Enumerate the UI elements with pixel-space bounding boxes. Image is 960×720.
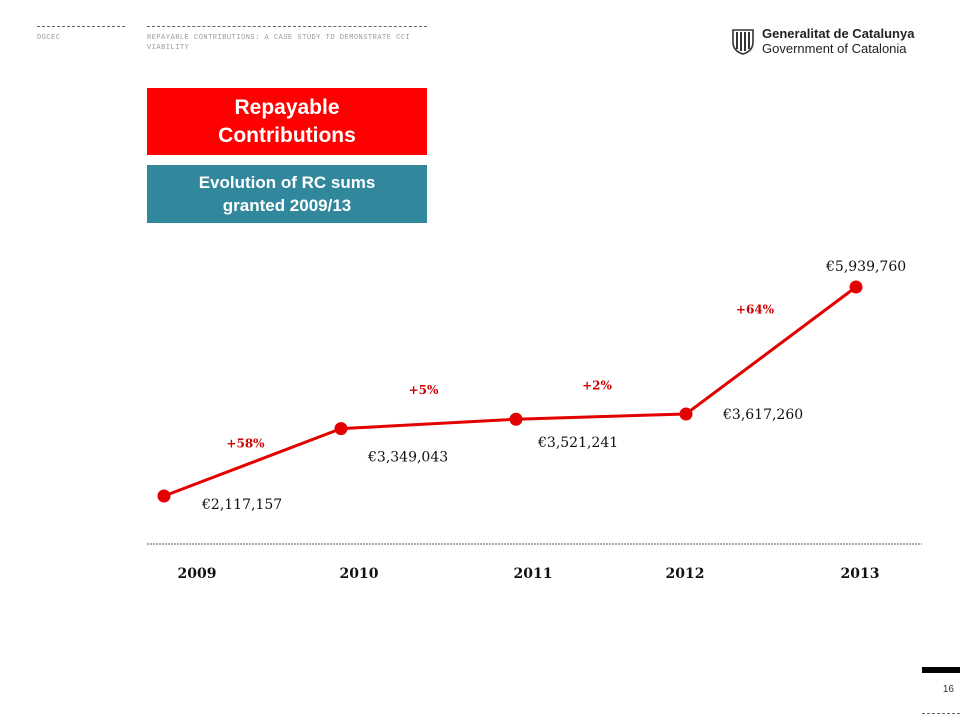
header-rule-right — [147, 26, 427, 27]
header-code: DGCEC — [37, 34, 61, 42]
data-label-2009: €2,117,157 — [201, 497, 282, 513]
data-point-2011 — [509, 412, 523, 426]
x-tick-2013: 2013 — [841, 566, 880, 582]
footer-rule — [922, 713, 960, 714]
data-label-2010: €3,349,043 — [367, 450, 448, 466]
subtitle-box: Evolution of RC sums granted 2009/13 — [147, 165, 427, 223]
data-label-2012: €3,617,260 — [722, 407, 803, 423]
x-tick-2011: 2011 — [514, 566, 553, 582]
data-point-2009 — [157, 489, 171, 503]
title-text: Repayable Contributions — [218, 95, 356, 147]
logo-line-2: Government of Catalonia — [762, 41, 907, 56]
logo-line-1: Generalitat de Catalunya — [762, 26, 915, 41]
header-rule-left — [37, 26, 125, 27]
footer-bar — [922, 667, 960, 673]
growth-label-4: +64% — [736, 302, 775, 316]
x-tick-2009: 2009 — [178, 566, 217, 582]
catalonia-coat-of-arms-icon — [732, 29, 754, 55]
x-tick-2010: 2010 — [340, 566, 379, 582]
title-box: Repayable Contributions — [147, 88, 427, 155]
data-point-2012 — [679, 407, 693, 421]
header-subtitle: REPAYABLE CONTRIBUTIONS: A CASE STUDY TO… — [147, 34, 411, 52]
data-point-2010 — [334, 422, 348, 436]
data-label-2011: €3,521,241 — [537, 435, 618, 451]
page-number: 16 — [942, 684, 954, 695]
x-tick-2012: 2012 — [666, 566, 705, 582]
government-logo: Generalitat de Catalunya Government of C… — [730, 26, 930, 56]
growth-label-1: +58% — [226, 436, 265, 450]
subtitle-text: Evolution of RC sums granted 2009/13 — [198, 173, 376, 215]
data-label-2013: €5,939,760 — [825, 259, 906, 275]
growth-label-2: +5% — [409, 383, 439, 397]
growth-label-3: +2% — [582, 379, 612, 393]
series-line — [163, 285, 857, 498]
data-point-2013 — [849, 280, 863, 294]
